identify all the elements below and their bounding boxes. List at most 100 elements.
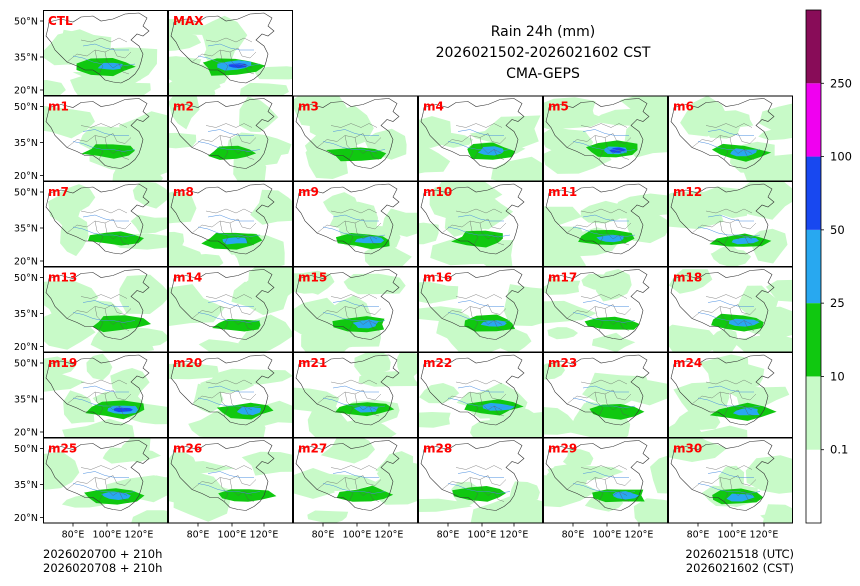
rain-area-moderate bbox=[452, 486, 506, 502]
river bbox=[582, 471, 629, 478]
panel-label: m12 bbox=[673, 185, 702, 199]
province-boundary bbox=[368, 491, 380, 502]
y-tick-label: 50°N bbox=[14, 102, 38, 113]
province-boundary bbox=[104, 393, 128, 411]
province-boundary bbox=[487, 389, 507, 401]
province-boundary bbox=[362, 218, 382, 230]
colorbar-segment bbox=[806, 449, 821, 523]
river bbox=[707, 471, 754, 478]
province-boundary bbox=[330, 208, 378, 214]
rain-area-light bbox=[43, 356, 77, 376]
province-boundary bbox=[118, 234, 130, 246]
colorbar-level-label: 10 bbox=[830, 369, 845, 383]
province-boundary bbox=[112, 47, 132, 59]
river bbox=[447, 226, 511, 238]
title-line-3: CMA-GEPS bbox=[506, 66, 580, 82]
rain-area-light bbox=[238, 143, 282, 166]
y-tick-label: 20°N bbox=[14, 86, 38, 97]
river bbox=[697, 397, 761, 409]
river bbox=[82, 471, 129, 478]
river bbox=[207, 214, 254, 222]
province-boundary bbox=[705, 465, 753, 470]
country-boundary bbox=[170, 183, 275, 255]
province-boundary bbox=[618, 234, 630, 246]
province-boundary bbox=[368, 234, 380, 246]
x-tick-label: 80°E bbox=[437, 530, 460, 541]
y-tick-label: 50°N bbox=[14, 444, 38, 455]
country-boundary bbox=[420, 183, 525, 255]
colorbar: 0.1 10 25 50 100 250 bbox=[805, 9, 852, 524]
rain-area-light bbox=[149, 475, 168, 495]
province-boundary bbox=[94, 220, 104, 246]
rain-area-light bbox=[543, 407, 576, 435]
title-line-1: Rain 24h (mm) bbox=[490, 24, 596, 40]
y-tick-label: 50°N bbox=[14, 359, 38, 370]
province-boundary bbox=[229, 137, 253, 154]
panel-label: m17 bbox=[548, 271, 577, 285]
province-boundary bbox=[354, 222, 378, 240]
rain-area-light bbox=[43, 80, 66, 96]
x-tick-label: 120°E bbox=[750, 530, 779, 541]
panel-label: m10 bbox=[423, 185, 452, 199]
province-boundary bbox=[729, 222, 753, 240]
province-boundary bbox=[604, 308, 628, 325]
y-tick-label: 35°N bbox=[14, 224, 38, 235]
panel-label: m9 bbox=[298, 185, 319, 199]
province-boundary bbox=[330, 123, 378, 128]
province-boundary bbox=[604, 137, 628, 154]
rain-area-light bbox=[762, 504, 793, 524]
rain-area-light bbox=[700, 110, 754, 128]
country-boundary bbox=[420, 98, 525, 169]
province-boundary bbox=[487, 304, 507, 315]
river bbox=[707, 300, 754, 307]
province-boundary bbox=[118, 149, 130, 160]
province-boundary bbox=[566, 475, 614, 490]
rain-area-light bbox=[591, 332, 636, 353]
province-boundary bbox=[368, 320, 380, 331]
rain-area-light bbox=[307, 510, 349, 524]
country-boundary bbox=[170, 269, 275, 340]
x-tick-label: 100°E bbox=[468, 530, 497, 541]
panel-label: m4 bbox=[423, 100, 444, 114]
rain-area-light bbox=[168, 19, 212, 36]
panel-label: m20 bbox=[173, 356, 202, 370]
river bbox=[72, 483, 136, 494]
province-boundary bbox=[94, 391, 104, 417]
province-boundary bbox=[580, 465, 628, 470]
panel-label: CTL bbox=[48, 14, 73, 28]
rain-area-light bbox=[737, 285, 779, 315]
river bbox=[447, 141, 511, 152]
colorbar-segment bbox=[806, 303, 821, 377]
panel-m3: m3 bbox=[293, 95, 418, 182]
panel-m21: m21 bbox=[293, 352, 418, 438]
panel-m28: m28 80°E 100°E 120°E bbox=[418, 437, 543, 541]
province-boundary bbox=[243, 63, 255, 75]
province-boundary bbox=[604, 222, 628, 240]
province-boundary bbox=[344, 477, 354, 502]
province-boundary bbox=[94, 49, 104, 75]
province-boundary bbox=[362, 389, 382, 401]
colorbar-segment bbox=[806, 376, 821, 450]
rain-area-light bbox=[710, 328, 739, 353]
y-tick-label: 20°N bbox=[14, 257, 38, 268]
y-tick-label: 20°N bbox=[14, 171, 38, 182]
panel-m19: m19 50°N 35°N 20°N bbox=[14, 352, 168, 439]
country-boundary bbox=[295, 183, 400, 255]
river bbox=[697, 141, 761, 152]
river bbox=[332, 471, 379, 478]
panel-m22: m22 bbox=[418, 352, 543, 438]
country-boundary bbox=[670, 440, 775, 511]
x-tick-label: 120°E bbox=[625, 530, 654, 541]
province-boundary bbox=[580, 208, 628, 214]
rain-area-heavy bbox=[726, 493, 755, 502]
panel-m7: m7 50°N 35°N 20°N bbox=[14, 181, 168, 268]
panel-m2: m2 bbox=[168, 95, 293, 182]
y-tick-label: 35°N bbox=[14, 309, 38, 320]
panel-frame bbox=[668, 437, 793, 524]
panel-m13: m13 50°N 35°N 20°N bbox=[14, 266, 168, 353]
x-tick-label: 80°E bbox=[312, 530, 335, 541]
rain-area-light bbox=[43, 106, 95, 139]
province-boundary bbox=[729, 479, 753, 496]
province-boundary bbox=[737, 475, 757, 486]
